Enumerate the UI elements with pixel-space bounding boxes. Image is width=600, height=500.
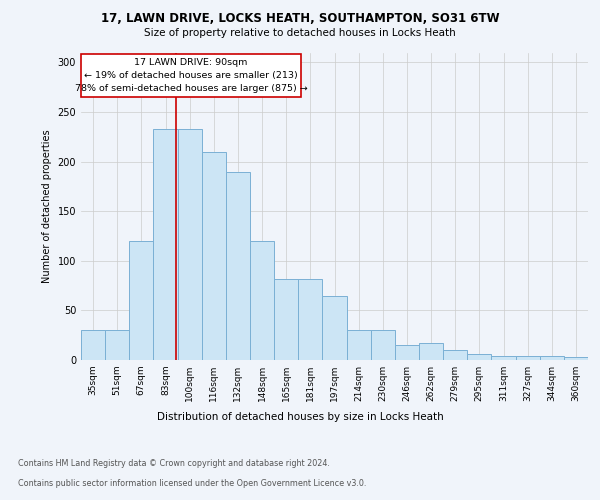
Bar [202, 152, 226, 360]
Bar [419, 343, 443, 360]
Bar [347, 330, 371, 360]
Bar [371, 330, 395, 360]
Bar [81, 330, 105, 360]
Bar [515, 356, 540, 360]
Bar [178, 129, 202, 360]
Bar [82, 54, 301, 97]
Text: Distribution of detached houses by size in Locks Heath: Distribution of detached houses by size … [157, 412, 443, 422]
Text: 17 LAWN DRIVE: 90sqm: 17 LAWN DRIVE: 90sqm [134, 58, 248, 68]
Y-axis label: Number of detached properties: Number of detached properties [42, 130, 52, 283]
Text: ← 19% of detached houses are smaller (213): ← 19% of detached houses are smaller (21… [84, 72, 298, 80]
Bar [491, 356, 515, 360]
Bar [443, 350, 467, 360]
Bar [564, 357, 588, 360]
Bar [467, 354, 491, 360]
Bar [129, 241, 154, 360]
Bar [540, 356, 564, 360]
Bar [226, 172, 250, 360]
Text: Size of property relative to detached houses in Locks Heath: Size of property relative to detached ho… [144, 28, 456, 38]
Bar [395, 345, 419, 360]
Bar [105, 330, 129, 360]
Text: Contains HM Land Registry data © Crown copyright and database right 2024.: Contains HM Land Registry data © Crown c… [18, 458, 330, 468]
Bar [322, 296, 347, 360]
Bar [274, 278, 298, 360]
Text: Contains public sector information licensed under the Open Government Licence v3: Contains public sector information licen… [18, 478, 367, 488]
Text: 78% of semi-detached houses are larger (875) →: 78% of semi-detached houses are larger (… [75, 84, 307, 93]
Text: 17, LAWN DRIVE, LOCKS HEATH, SOUTHAMPTON, SO31 6TW: 17, LAWN DRIVE, LOCKS HEATH, SOUTHAMPTON… [101, 12, 499, 26]
Bar [250, 241, 274, 360]
Bar [298, 278, 322, 360]
Bar [154, 129, 178, 360]
